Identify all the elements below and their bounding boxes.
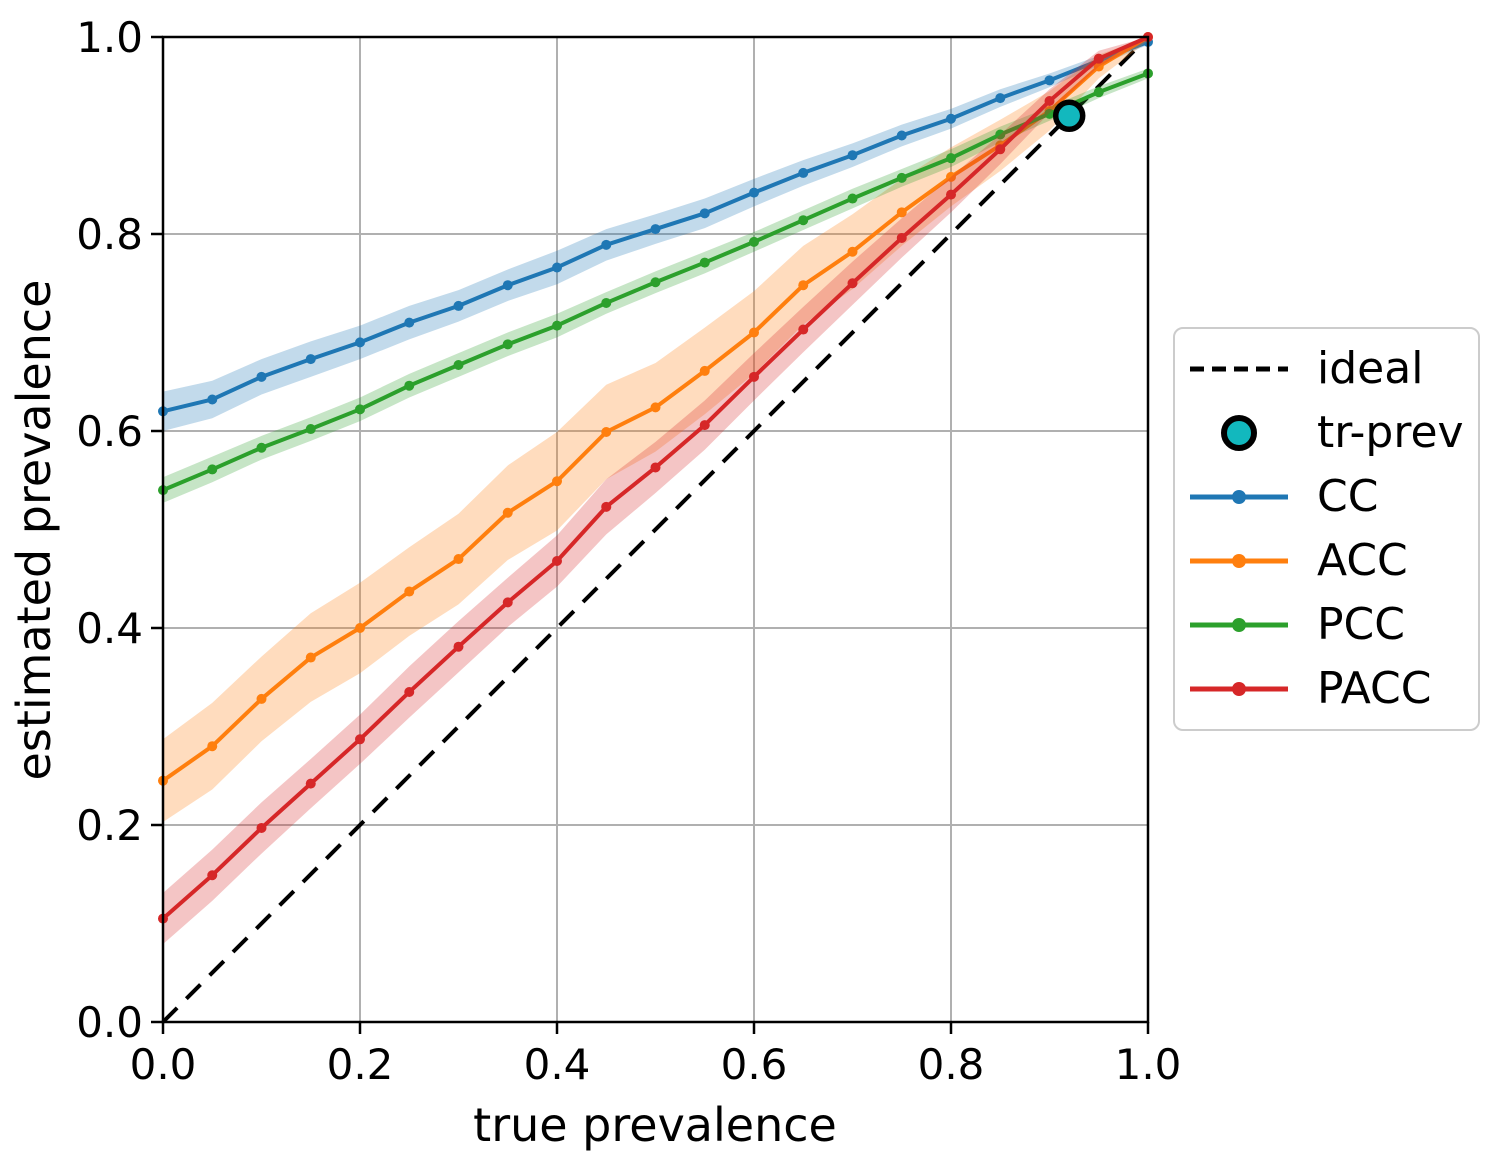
svg-text:0.8: 0.8 xyxy=(918,1040,985,1089)
svg-text:1.0: 1.0 xyxy=(76,13,143,62)
svg-text:0.4: 0.4 xyxy=(524,1040,591,1089)
ideal-line xyxy=(161,35,1150,1024)
svg-text:0.2: 0.2 xyxy=(327,1040,394,1089)
acc-legend-dot xyxy=(1232,554,1246,568)
legend-label-cc: CC xyxy=(1317,471,1379,522)
tr-prev-marker xyxy=(1052,99,1086,133)
svg-text:0.4: 0.4 xyxy=(76,604,143,653)
svg-text:0.2: 0.2 xyxy=(76,801,143,850)
legend-item-acc: ACC xyxy=(1187,529,1478,593)
pacc-legend-dot xyxy=(1232,682,1246,696)
axes-spines xyxy=(161,35,1150,1024)
tr-prev-circle-icon xyxy=(1187,410,1291,456)
legend-item-pcc: PCC xyxy=(1187,593,1478,657)
ideal-dashed-line-icon xyxy=(1187,352,1291,386)
legend: ideal tr-prev CC xyxy=(1173,327,1480,731)
svg-text:0.8: 0.8 xyxy=(76,210,143,259)
pcc-line-icon xyxy=(1187,608,1291,642)
legend-item-ideal: ideal xyxy=(1187,337,1478,401)
legend-label-tr-prev: tr-prev xyxy=(1317,407,1464,458)
legend-item-tr-prev: tr-prev xyxy=(1187,401,1478,465)
cc-line-icon xyxy=(1187,480,1291,514)
svg-text:0.0: 0.0 xyxy=(130,1040,197,1089)
series-lines xyxy=(158,32,1153,945)
axis-ticks-and-tick-labels: 0.0 0.2 0.4 0.6 0.8 1.0 0.0 0.2 0.4 0.6 0.8 1.0 xyxy=(76,13,1181,1089)
y-axis-label: estimated prevalence xyxy=(7,280,61,781)
legend-item-pacc: PACC xyxy=(1187,657,1478,721)
svg-text:0.6: 0.6 xyxy=(76,407,143,456)
legend-label-pcc: PCC xyxy=(1317,599,1405,650)
x-axis-label: true prevalence xyxy=(473,1098,837,1152)
acc-line-icon xyxy=(1187,544,1291,578)
legend-label-pacc: PACC xyxy=(1317,663,1432,714)
legend-label-acc: ACC xyxy=(1317,535,1408,586)
cc-legend-dot xyxy=(1232,490,1246,504)
svg-text:1.0: 1.0 xyxy=(1115,1040,1182,1089)
svg-text:0.6: 0.6 xyxy=(721,1040,788,1089)
legend-label-ideal: ideal xyxy=(1317,343,1424,394)
tr-prev-legend-circle xyxy=(1221,415,1257,451)
svg-text:0.0: 0.0 xyxy=(76,998,143,1047)
pcc-legend-dot xyxy=(1232,618,1246,632)
legend-item-cc: CC xyxy=(1187,465,1478,529)
pacc-line-icon xyxy=(1187,672,1291,706)
